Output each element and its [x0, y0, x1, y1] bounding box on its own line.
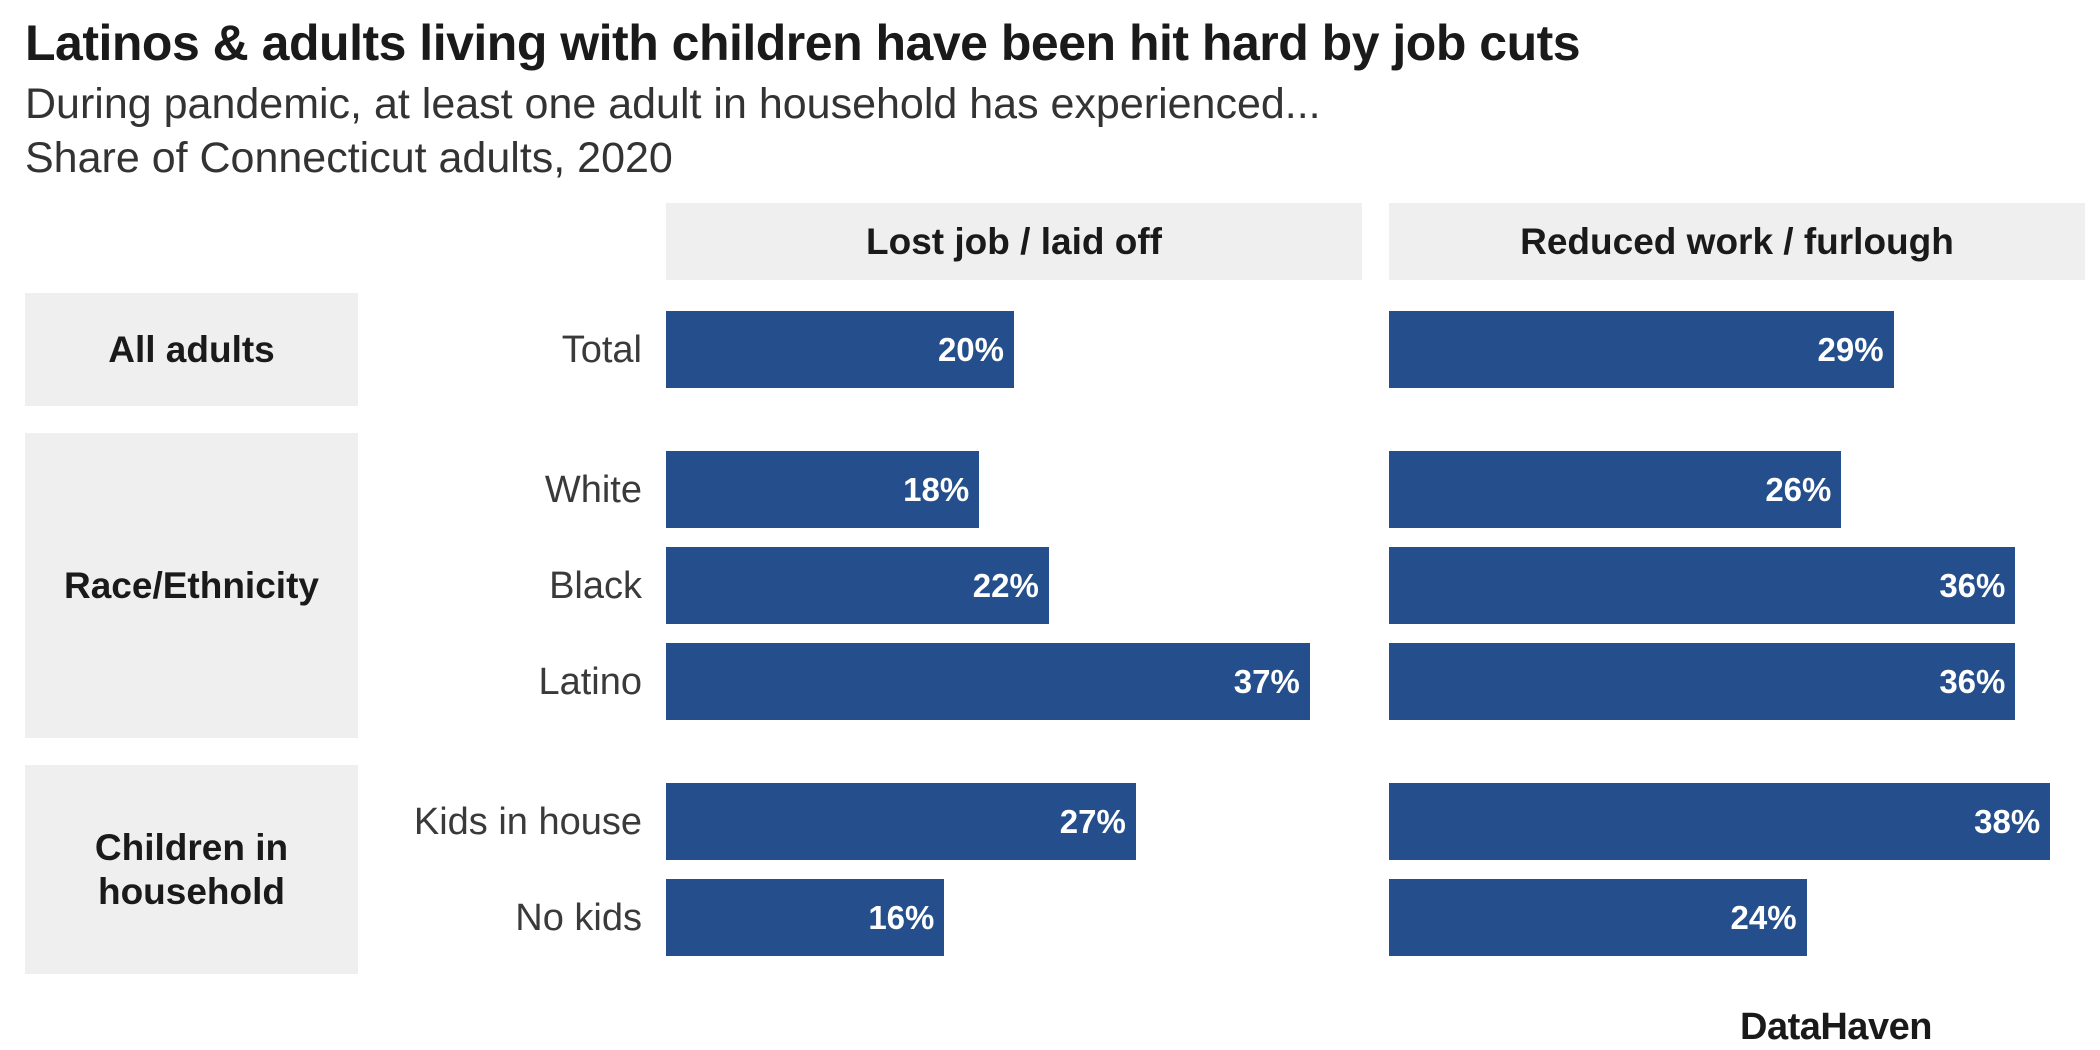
data-label: 18% [903, 470, 970, 508]
facet-header-1: Lost job / laid off [666, 203, 1362, 280]
data-label: 36% [1939, 566, 2006, 604]
chart-subtitle-line-2: Share of Connecticut adults, 2020 [25, 134, 673, 182]
bar: 26% [1389, 451, 1842, 528]
bar: 22% [666, 547, 1049, 624]
bar: 36% [1389, 643, 2016, 720]
group-label-2: Race/Ethnicity [25, 433, 358, 738]
data-label: 36% [1939, 662, 2006, 700]
source-brand: DataHaven [1740, 1006, 1932, 1048]
data-label: 29% [1817, 330, 1884, 368]
data-label: 22% [972, 566, 1039, 604]
data-label: 24% [1730, 898, 1797, 936]
data-label: 20% [937, 330, 1004, 368]
category-label: No kids [515, 896, 642, 939]
category-label: White [544, 468, 642, 511]
bar: 38% [1389, 783, 2051, 860]
category-label: Total [561, 328, 642, 371]
group-label-text: Children in household [94, 826, 289, 912]
bar: 36% [1389, 547, 2016, 624]
facet-header-2: Reduced work / furlough [1389, 203, 2085, 280]
chart-subtitle-line-1: During pandemic, at least one adult in h… [25, 80, 1321, 128]
group-label-3: Children in household [25, 765, 358, 974]
data-label: 26% [1765, 470, 1832, 508]
data-label: 38% [1974, 802, 2041, 840]
bar: 16% [666, 879, 945, 956]
bar: 20% [666, 311, 1014, 388]
group-label-text: Race/Ethnicity [64, 564, 319, 606]
data-label: 16% [868, 898, 935, 936]
data-label: 27% [1059, 802, 1126, 840]
bar: 29% [1389, 311, 1894, 388]
bar: 18% [666, 451, 980, 528]
data-label: 37% [1233, 662, 1300, 700]
bar: 24% [1389, 879, 1807, 956]
group-label-text: All adults [108, 328, 275, 370]
group-label-1: All adults [25, 293, 358, 406]
bar: 37% [666, 643, 1310, 720]
bar: 27% [666, 783, 1136, 860]
category-label: Latino [538, 660, 642, 703]
chart-title: Latinos & adults living with children ha… [25, 15, 1581, 71]
category-label: Kids in house [413, 800, 642, 843]
category-label: Black [549, 564, 642, 607]
